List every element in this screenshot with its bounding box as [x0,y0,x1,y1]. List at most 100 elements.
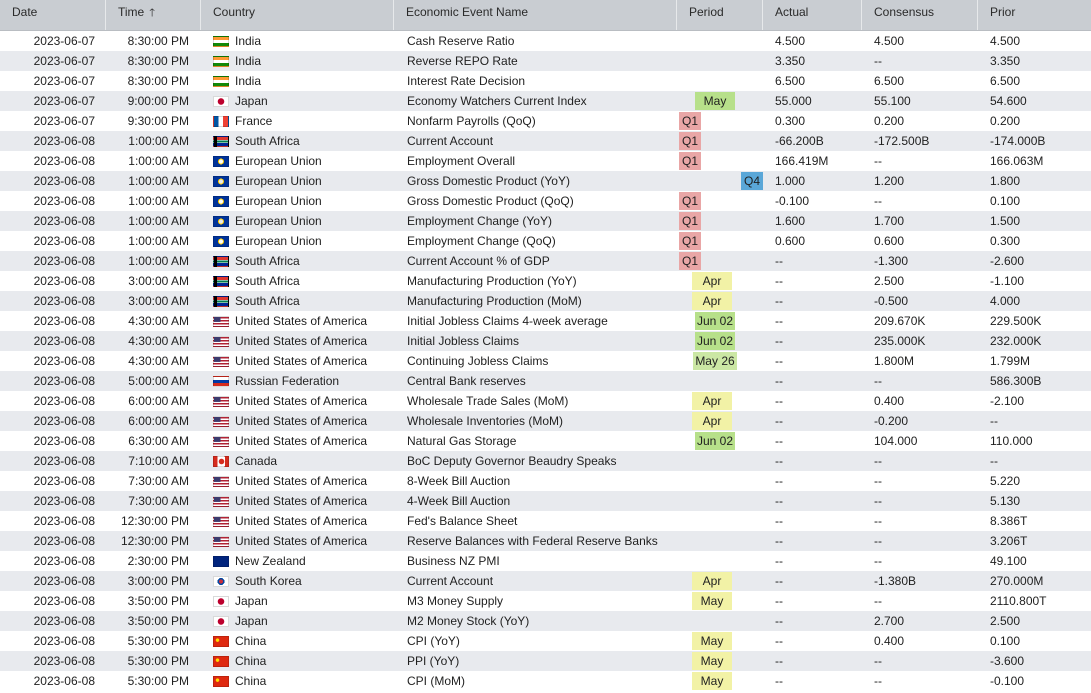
actual-cell: -- [775,334,783,348]
arrow-up-icon[interactable]: 🡑 [149,7,155,19]
time-cell: 1:00:00 AM [128,254,189,268]
period-badge: Jun 02 [695,332,735,350]
china-flag-icon [213,675,229,687]
eu-flag-icon [213,195,229,207]
country-name: South Africa [235,254,300,268]
column-header-event[interactable]: Economic Event Name [394,0,677,30]
usa-flag-icon [213,355,229,367]
country-cell: European Union [201,171,394,191]
japan-flag-icon [213,615,229,627]
table-row[interactable]: 2023-06-08 1:00:00 AM European Union Gross … [0,171,1091,191]
table-row[interactable]: 2023-06-08 5:30:00 PM China CPI (MoM) May -- -… [0,671,1091,691]
india-flag-icon [213,55,229,67]
table-row[interactable]: 2023-06-08 4:30:00 AM United States of Ame… [0,331,1091,351]
prior-cell: 586.300B [990,374,1042,388]
table-row[interactable]: 2023-06-08 4:30:00 AM United States of Ame… [0,351,1091,371]
consensus-cell: 0.600 [874,234,905,248]
table-row[interactable]: 2023-06-08 1:00:00 AM South Africa Current … [0,251,1091,271]
grid-header: Date Time 🡑 Country Economic Event Name P… [0,0,1091,31]
column-header-prior[interactable]: Prior [978,0,1091,30]
table-row[interactable]: 2023-06-07 8:30:00 PM India Reverse REPO Ra… [0,51,1091,71]
south-africa-flag-icon [213,255,229,267]
date-cell: 2023-06-08 [33,614,95,628]
actual-cell: -- [775,514,783,528]
table-row[interactable]: 2023-06-08 1:00:00 AM European Union Employ… [0,151,1091,171]
south-korea-flag-icon [213,575,229,587]
country-cell: South Africa [201,291,394,311]
actual-cell: 166.419M [775,154,829,168]
table-row[interactable]: 2023-06-07 8:30:00 PM India Interest Rate D… [0,71,1091,91]
country-cell: European Union [201,191,394,211]
table-row[interactable]: 2023-06-08 3:50:00 PM Japan M2 Money Stock … [0,611,1091,631]
canada-flag-icon [213,455,229,467]
table-row[interactable]: 2023-06-08 3:00:00 AM South Africa Manufact… [0,271,1091,291]
table-row[interactable]: 2023-06-07 9:00:00 PM Japan Economy Watcher… [0,91,1091,111]
table-row[interactable]: 2023-06-08 5:30:00 PM China PPI (YoY) May -- -… [0,651,1091,671]
column-header-period[interactable]: Period [677,0,763,30]
country-name: United States of America [235,534,368,548]
period-badge: Apr [692,392,732,410]
column-header-date[interactable]: Date [0,0,106,30]
table-row[interactable]: 2023-06-07 8:30:00 PM India Cash Reserve Ra… [0,31,1091,51]
actual-cell: -- [775,674,783,688]
table-row[interactable]: 2023-06-08 1:00:00 AM South Africa Current … [0,131,1091,151]
consensus-cell: 1.800M [874,354,915,368]
period-cell [677,51,763,71]
table-row[interactable]: 2023-06-08 4:30:00 AM United States of Ame… [0,311,1091,331]
column-header-time[interactable]: Time 🡑 [106,0,201,30]
table-row[interactable]: 2023-06-08 3:00:00 AM South Africa Manufact… [0,291,1091,311]
table-row[interactable]: 2023-06-08 7:30:00 AM United States of Ame… [0,471,1091,491]
table-row[interactable]: 2023-06-08 1:00:00 AM European Union Employ… [0,231,1091,251]
table-row[interactable]: 2023-06-08 5:00:00 AM Russian Federation Ce… [0,371,1091,391]
date-cell: 2023-06-08 [33,294,95,308]
period-badge: May [692,672,732,690]
column-header-actual[interactable]: Actual [763,0,862,30]
country-cell: New Zealand [201,551,394,571]
table-row[interactable]: 2023-06-08 6:00:00 AM United States of Ame… [0,391,1091,411]
usa-flag-icon [213,515,229,527]
table-row[interactable]: 2023-06-07 9:30:00 PM France Nonfarm Payrol… [0,111,1091,131]
table-row[interactable]: 2023-06-08 1:00:00 AM European Union Employ… [0,211,1091,231]
consensus-cell: 2.700 [874,614,905,628]
event-name-cell: Wholesale Inventories (MoM) [407,414,564,428]
date-cell: 2023-06-08 [33,574,95,588]
consensus-cell: 209.670K [874,314,926,328]
consensus-cell: -- [874,554,882,568]
actual-cell: -- [775,354,783,368]
column-header-consensus[interactable]: Consensus [862,0,978,30]
table-row[interactable]: 2023-06-08 12:30:00 PM United States of Am… [0,531,1091,551]
table-row[interactable]: 2023-06-08 3:00:00 PM South Korea Current A… [0,571,1091,591]
table-row[interactable]: 2023-06-08 2:30:00 PM New Zealand Business … [0,551,1091,571]
table-row[interactable]: 2023-06-08 6:00:00 AM United States of Ame… [0,411,1091,431]
consensus-cell: 1.200 [874,174,905,188]
column-header-label: Prior [990,5,1016,19]
country-cell: India [201,71,394,91]
table-row[interactable]: 2023-06-08 7:10:00 AM Canada BoC Deputy Gov… [0,451,1091,471]
time-cell: 1:00:00 AM [128,174,189,188]
table-row[interactable]: 2023-06-08 6:30:00 AM United States of Ame… [0,431,1091,451]
eu-flag-icon [213,235,229,247]
prior-cell: -1.100 [990,274,1025,288]
consensus-cell: -- [874,374,882,388]
table-row[interactable]: 2023-06-08 1:00:00 AM European Union Gross … [0,191,1091,211]
japan-flag-icon [213,95,229,107]
china-flag-icon [213,635,229,647]
table-row[interactable]: 2023-06-08 3:50:00 PM Japan M3 Money Supply… [0,591,1091,611]
country-cell: United States of America [201,531,394,551]
date-cell: 2023-06-07 [33,94,95,108]
event-name-cell: 4-Week Bill Auction [407,494,511,508]
event-name-cell: Central Bank reserves [407,374,526,388]
period-badge: Q1 [679,232,701,250]
table-row[interactable]: 2023-06-08 12:30:00 PM United States of Am… [0,511,1091,531]
eu-flag-icon [213,175,229,187]
period-cell: Q1 [677,151,763,171]
column-header-country[interactable]: Country [201,0,394,30]
actual-cell: -- [775,554,783,568]
event-name-cell: Fed's Balance Sheet [407,514,518,528]
period-cell: Q1 [677,211,763,231]
country-cell: China [201,651,394,671]
table-row[interactable]: 2023-06-08 5:30:00 PM China CPI (YoY) May -- 0… [0,631,1091,651]
table-row[interactable]: 2023-06-08 7:30:00 AM United States of Ame… [0,491,1091,511]
date-cell: 2023-06-08 [33,474,95,488]
